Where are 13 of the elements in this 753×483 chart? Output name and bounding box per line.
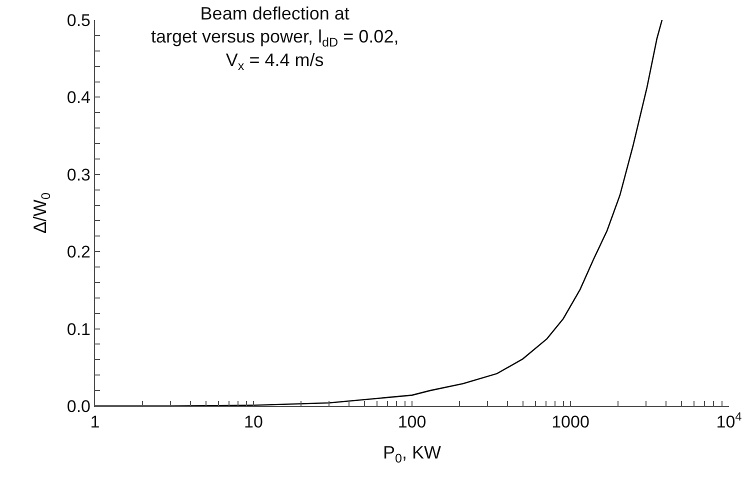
y-tick-label: 0.2 <box>66 242 90 262</box>
x-tick-label: 10 <box>244 412 263 432</box>
chart-title: Beam deflection at target versus power, l$_{dD}$ = 0.02, V$_{x}$ = 4.4 m/s <box>150 3 399 73</box>
y-tick-label: 0.4 <box>66 88 90 108</box>
y-tick-label: 0.3 <box>66 165 90 184</box>
x-tick-label: 1 <box>90 412 100 432</box>
x-axis-title: P$_{0}$, KW <box>382 442 442 466</box>
x-tick-label: 100 <box>398 412 426 432</box>
y-tick-label: 0.1 <box>66 320 90 339</box>
x-tick-label: 1000 <box>552 412 590 432</box>
y-tick-label: 0.0 <box>66 396 90 416</box>
x-tick-label: 10$^{4}$ <box>716 409 742 432</box>
y-tick-label: 0.5 <box>66 10 90 30</box>
